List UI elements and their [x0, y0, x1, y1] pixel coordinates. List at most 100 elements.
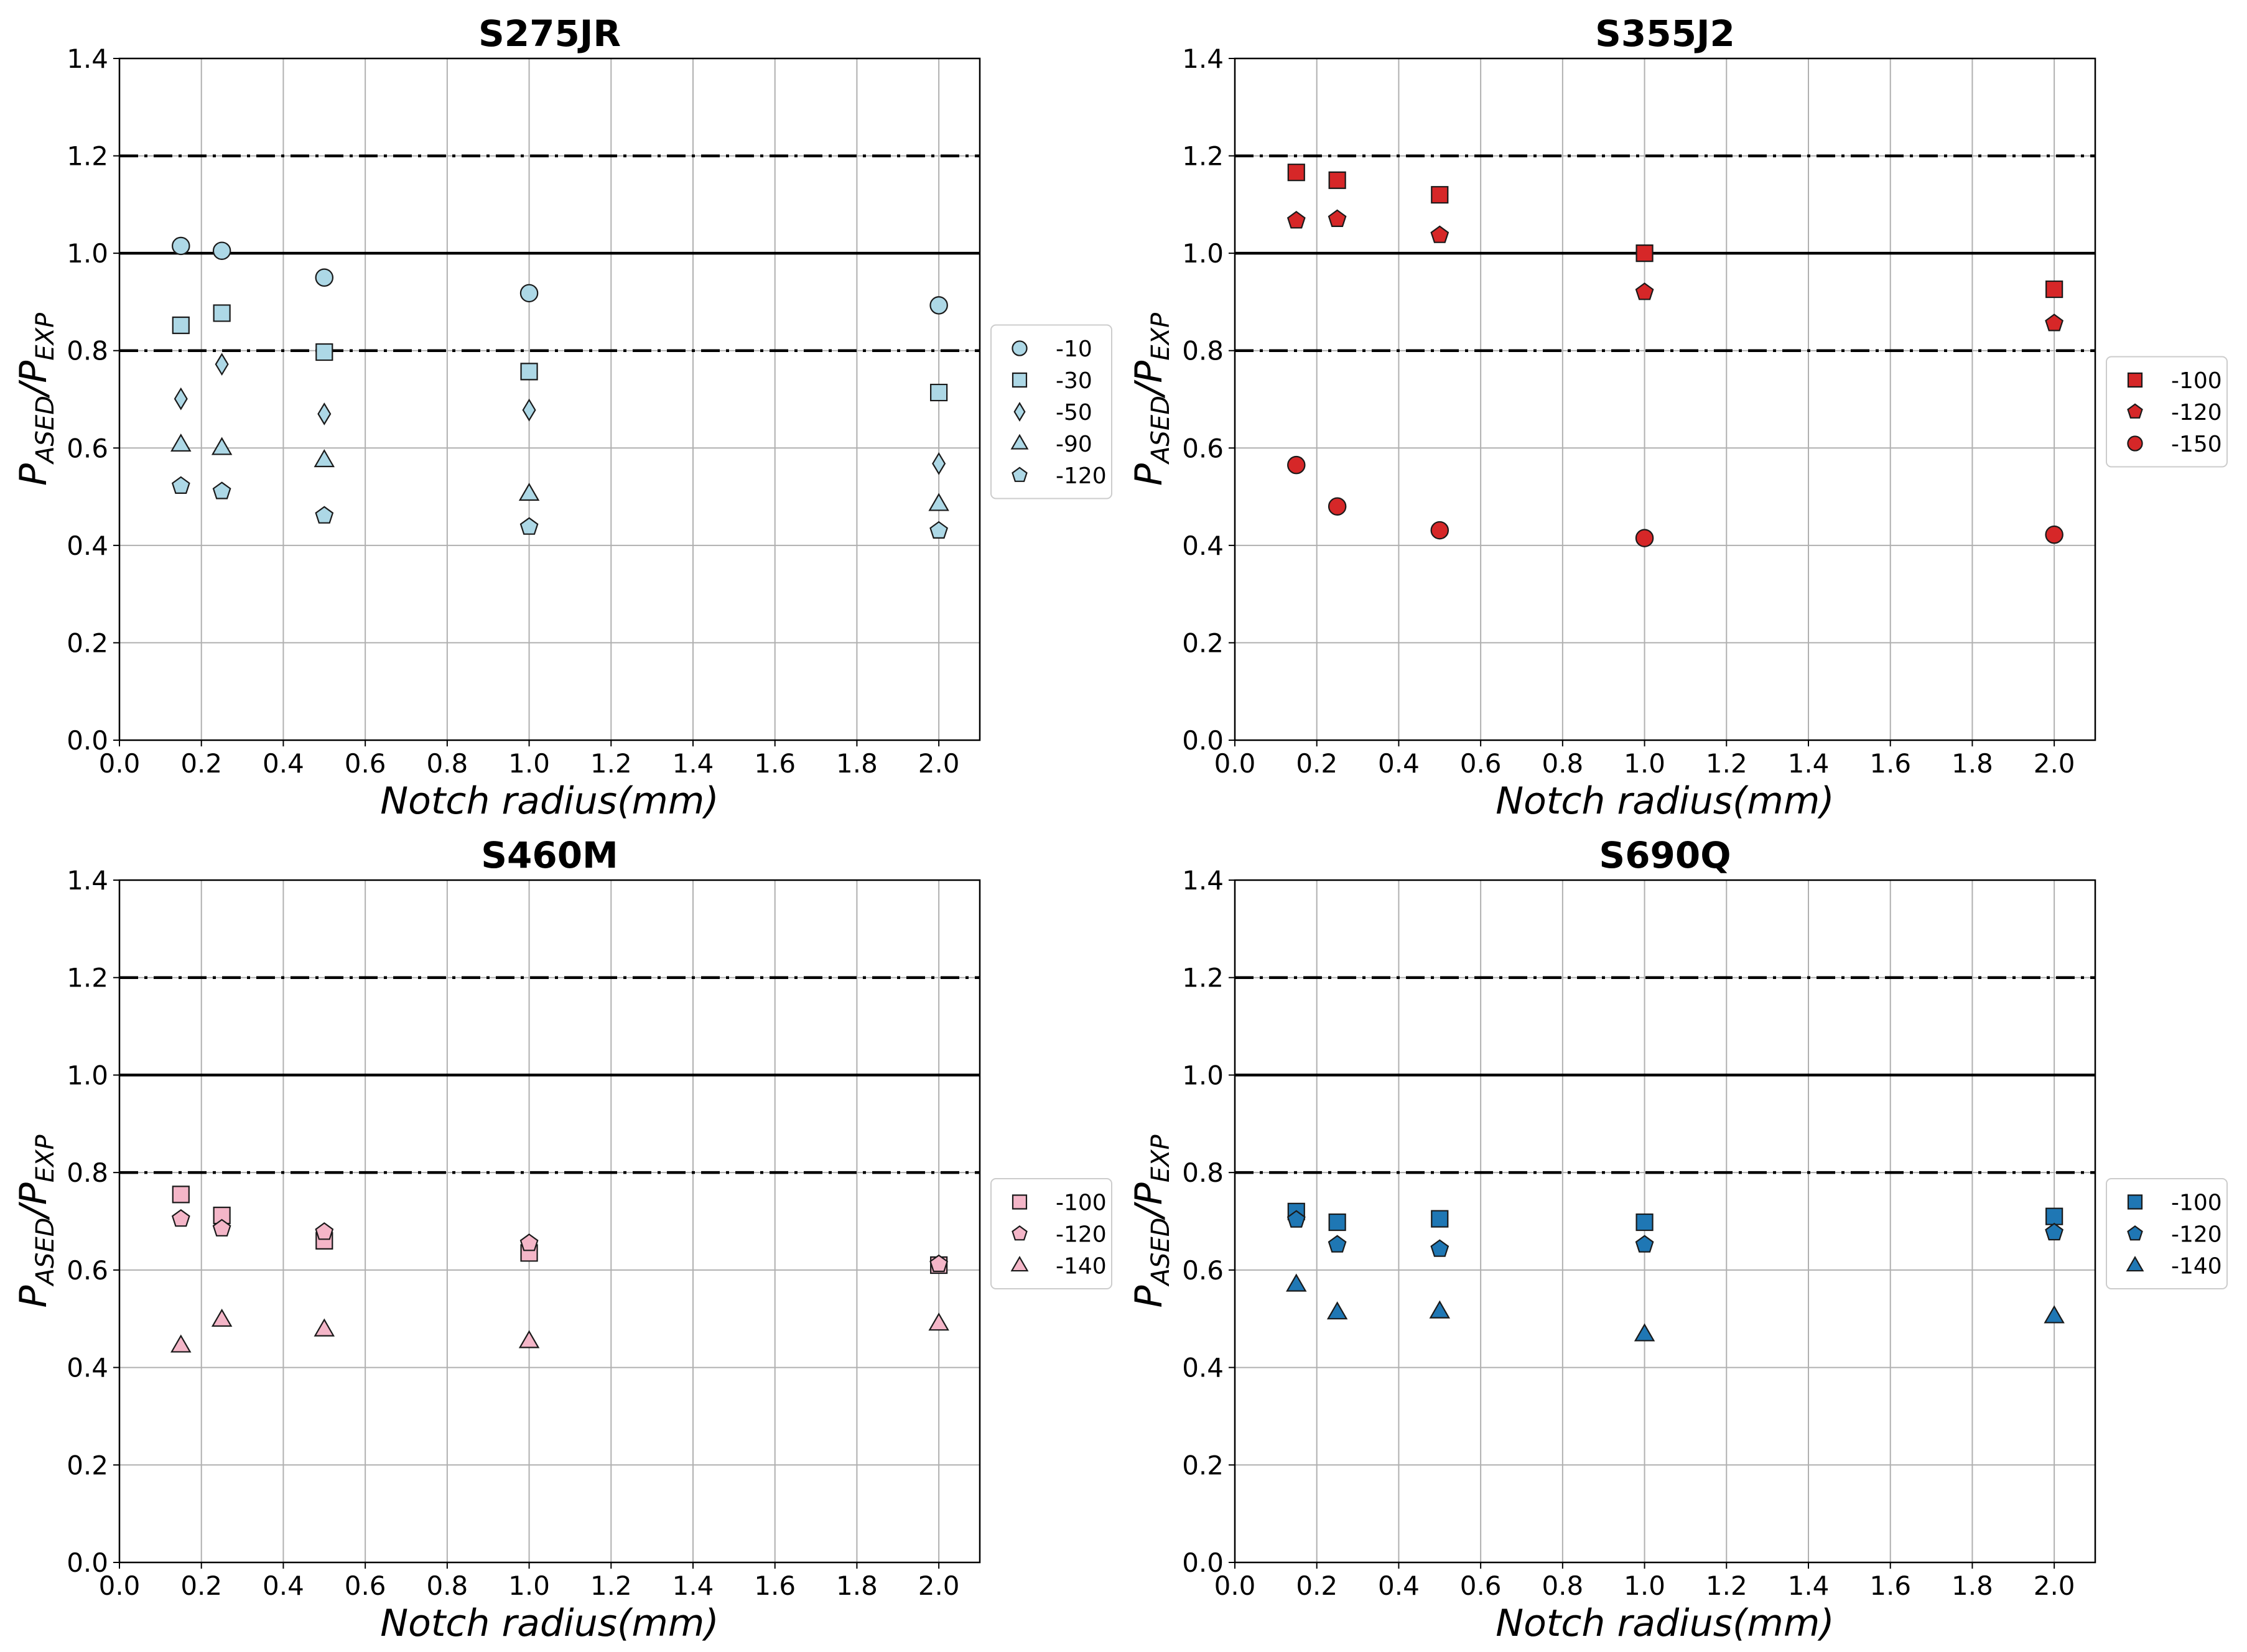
y-tick-label: 1.2: [67, 963, 108, 993]
x-tick-label: 1.4: [672, 1571, 714, 1601]
data-point-triangle: [928, 1312, 949, 1331]
x-tick-label: 1.0: [1624, 1571, 1665, 1601]
data-point-triangle: [1286, 1273, 1307, 1292]
legend-label: -100: [1056, 1190, 1107, 1216]
data-point-square: [1431, 186, 1449, 204]
data-point-square: [172, 1186, 190, 1204]
y-axis-label: PASED/PEXP: [12, 312, 60, 486]
legend-label: -90: [1056, 432, 1092, 457]
data-point-triangle: [170, 434, 192, 452]
data-point-triangle: [1634, 1323, 1655, 1342]
grid: [119, 879, 980, 1563]
series--100: [1287, 1202, 2063, 1232]
x-tick-label: 1.6: [754, 1571, 796, 1601]
x-tick-label: 0.2: [1296, 1571, 1338, 1601]
data-point-diamond: [317, 402, 332, 425]
chart-panel-s275jr: 0.0 0.2 0.4 0.6 0.8 1.0 1.2 1.4 1.6 1.8 2.0 0.0 0.2 0…: [12, 12, 1112, 823]
legend-marker-square: [2127, 1194, 2143, 1210]
data-point-square: [2045, 280, 2063, 299]
x-tick-label: 1.4: [1788, 748, 1830, 779]
legend-label: -140: [2171, 1254, 2222, 1279]
x-tick-label: 1.8: [1952, 1571, 1993, 1601]
data-point-circle: [929, 296, 948, 315]
legend: -100 -120 -140: [2106, 1178, 2228, 1289]
data-point-square: [1328, 1213, 1346, 1232]
y-tick-label: 1.0: [1182, 1060, 1224, 1090]
x-tick-label: 1.6: [1869, 748, 1911, 779]
data-point-pentagon: [519, 1233, 539, 1251]
legend: -10 -30 -50 -90 -120: [990, 324, 1112, 499]
legend-marker-triangle: [1010, 1256, 1029, 1272]
plot-frame: [118, 879, 981, 1564]
y-tick-label: 1.0: [67, 1060, 108, 1090]
y-label-sub-ased: ASED: [31, 396, 60, 465]
y-tick-label: 0.2: [67, 628, 108, 658]
legend-marker-triangle: [1010, 434, 1029, 450]
data-point-circle: [212, 241, 231, 260]
plot-frame: [1234, 57, 2096, 741]
legend-label: -140: [1056, 1254, 1107, 1279]
plot-frame: [1234, 879, 2096, 1564]
x-tick-label: 1.2: [590, 1571, 632, 1601]
x-tick-label: 2.0: [918, 748, 960, 779]
x-tick-label: 0.4: [1378, 748, 1420, 779]
data-point-triangle: [211, 1308, 233, 1327]
y-label-main: P: [1127, 1285, 1171, 1308]
y-tick-label: 1.4: [67, 44, 108, 74]
x-tick-label: 1.8: [1952, 748, 1993, 779]
legend-label: -50: [1056, 400, 1092, 425]
y-label-sub-exp: EXP: [1147, 312, 1175, 361]
data-point-diamond: [174, 387, 188, 411]
legend-marker-circle: [2127, 435, 2143, 452]
y-label-separator: /P: [12, 360, 55, 399]
series--120: [1286, 209, 2063, 332]
x-axis-label: Notch radius(mm): [380, 1602, 719, 1645]
data-point-square: [930, 383, 948, 402]
data-point-pentagon: [1328, 1235, 1347, 1253]
x-tick-label: 0.6: [345, 748, 386, 779]
data-point-circle: [519, 284, 539, 303]
grid: [1234, 879, 2095, 1563]
data-point-square: [213, 1207, 231, 1225]
y-tick-label: 0.4: [67, 531, 108, 561]
data-point-pentagon: [1328, 209, 1347, 227]
y-axis-label: PASED/PEXP: [12, 1135, 60, 1308]
y-tick-label: 0.8: [1182, 336, 1224, 366]
y-tick-label: 1.2: [67, 141, 108, 172]
chart-title: S355J2: [1595, 12, 1735, 55]
y-tick-label: 0.0: [67, 1548, 108, 1578]
data-point-circle: [1328, 497, 1347, 516]
data-point-pentagon: [519, 517, 539, 535]
y-label-sub-exp: EXP: [1147, 1135, 1175, 1183]
y-tick-label: 0.4: [1182, 531, 1224, 561]
y-label-sub-ased: ASED: [1147, 396, 1175, 465]
data-point-circle: [1430, 521, 1449, 540]
series--30: [172, 304, 948, 402]
plot-frame: [118, 57, 981, 741]
x-tick-label: 0.8: [426, 748, 468, 779]
legend-marker-pentagon: [1012, 1225, 1028, 1241]
data-point-triangle: [314, 449, 335, 468]
y-tick-label: 1.2: [1182, 963, 1224, 993]
x-tick-label: 1.4: [1788, 1571, 1830, 1601]
x-tick-label: 2.0: [918, 1571, 960, 1601]
legend-marker-pentagon: [2127, 1225, 2143, 1241]
legend-label: -120: [2171, 400, 2222, 425]
chart-title: S690Q: [1599, 834, 1731, 876]
data-point-square: [520, 363, 538, 381]
legend-marker-circle: [1012, 340, 1028, 356]
y-tick-label: 0.2: [1182, 628, 1224, 658]
data-point-square: [213, 304, 231, 322]
x-tick-label: 1.2: [1706, 748, 1747, 779]
data-point-circle: [2045, 525, 2063, 544]
data-point-pentagon: [2045, 1222, 2063, 1241]
legend-label: -10: [1056, 336, 1092, 362]
data-point-pentagon: [1635, 1235, 1654, 1253]
data-point-triangle: [1429, 1300, 1451, 1319]
y-tick-label: 0.6: [67, 433, 108, 463]
x-tick-label: 1.8: [836, 748, 878, 779]
x-tick-label: 0.0: [1214, 748, 1256, 779]
y-tick-label: 1.4: [1182, 44, 1224, 74]
y-label-main: P: [12, 1285, 55, 1308]
legend-box: [990, 324, 1112, 499]
